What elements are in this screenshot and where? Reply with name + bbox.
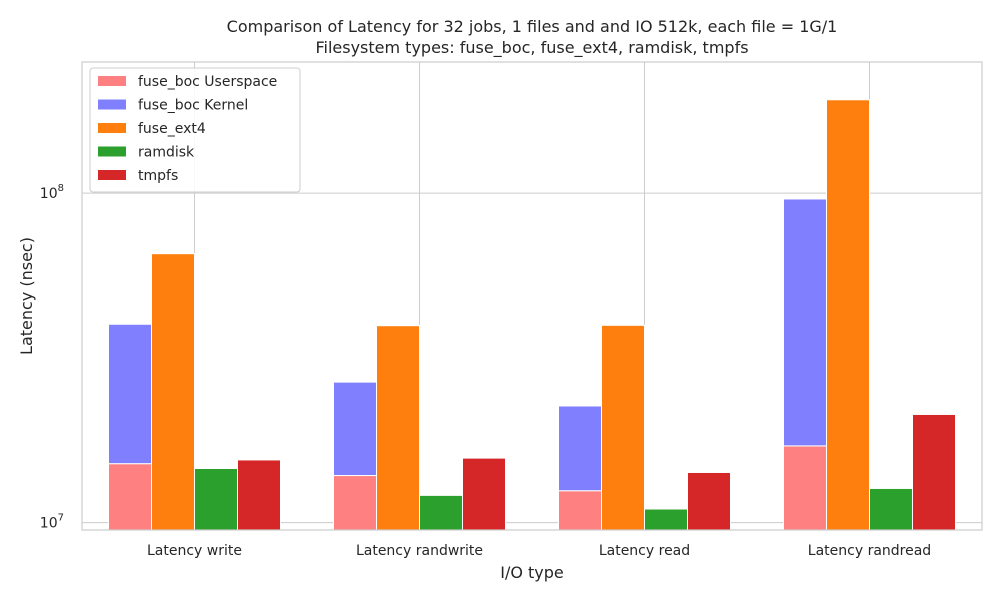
bar-fuse-ext4-2 [601,324,645,531]
bar-fuse-boc-kernel-1 [333,381,377,477]
legend-swatch [98,76,126,86]
bar-fuse-ext4-3 [826,99,870,531]
x-tick-label: Latency read [599,543,690,559]
legend-label: fuse_ext4 [138,121,206,137]
legend-label: tmpfs [138,168,178,184]
legend-swatch [98,170,126,180]
y-axis-label: Latency (nsec) [17,237,36,355]
y-tick-label: 108 [40,183,64,202]
bar-tmpfs-1 [462,457,506,531]
bar-fuse-boc-kernel-0 [108,323,152,465]
x-tick-label: Latency write [147,543,242,559]
bar-tmpfs-2 [687,471,731,531]
y-tick-label: 107 [40,513,64,532]
bar-fuse-ext4-0 [151,253,195,531]
chart-title-line-2: Filesystem types: fuse_boc, fuse_ext4, r… [315,38,748,58]
legend: fuse_boc Userspace fuse_boc Kernel fuse_ex… [89,67,301,193]
bar-fuse-boc-userspace-3 [783,445,827,531]
chart-title-line-1: Comparison of Latency for 32 jobs, 1 fil… [227,17,838,36]
bar-ramdisk-3 [869,487,913,531]
legend-swatch [98,99,126,110]
bar-ramdisk-2 [644,508,688,531]
bar-tmpfs-0 [237,459,281,531]
plot-frame [81,61,983,531]
bar-fuse-boc-kernel-3 [783,198,827,447]
legend-label: ramdisk [138,145,195,161]
legend-swatch [98,123,126,133]
legend-label: fuse_boc Userspace [138,74,277,90]
bar-fuse-ext4-1 [376,325,420,531]
bar-fuse-boc-userspace-2 [558,490,602,531]
bar-ramdisk-0 [194,468,238,531]
plot-area: Latency write Latency randwrite Latency re… [40,61,983,559]
legend-box [89,67,301,193]
legend-label: fuse_boc Kernel [138,98,248,114]
bar-fuse-boc-userspace-1 [333,475,377,531]
bar-fuse-boc-kernel-2 [558,405,602,492]
bar-ramdisk-1 [419,494,463,531]
bar-fuse-boc-userspace-0 [108,463,152,531]
bar-tmpfs-3 [912,413,956,531]
x-tick-label: Latency randread [808,543,931,559]
x-axis-label: I/O type [500,563,564,582]
legend-swatch [98,146,126,157]
x-tick-label: Latency randwrite [356,543,483,559]
